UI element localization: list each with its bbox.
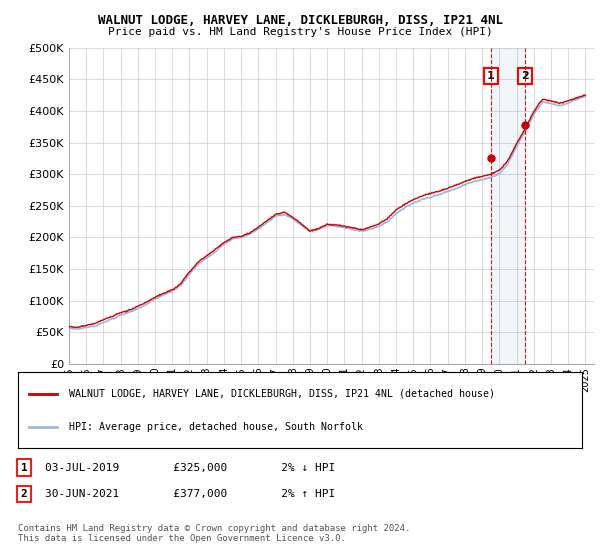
- Text: HPI: Average price, detached house, South Norfolk: HPI: Average price, detached house, Sout…: [69, 422, 363, 432]
- Text: Price paid vs. HM Land Registry's House Price Index (HPI): Price paid vs. HM Land Registry's House …: [107, 27, 493, 37]
- Text: 1: 1: [20, 463, 28, 473]
- Text: Contains HM Land Registry data © Crown copyright and database right 2024.
This d: Contains HM Land Registry data © Crown c…: [18, 524, 410, 543]
- Text: 1: 1: [487, 71, 494, 81]
- Text: 2: 2: [20, 489, 28, 499]
- Text: 30-JUN-2021        £377,000        2% ↑ HPI: 30-JUN-2021 £377,000 2% ↑ HPI: [45, 489, 335, 499]
- Text: WALNUT LODGE, HARVEY LANE, DICKLEBURGH, DISS, IP21 4NL: WALNUT LODGE, HARVEY LANE, DICKLEBURGH, …: [97, 14, 503, 27]
- Bar: [491, 48, 525, 364]
- Text: WALNUT LODGE, HARVEY LANE, DICKLEBURGH, DISS, IP21 4NL (detached house): WALNUT LODGE, HARVEY LANE, DICKLEBURGH, …: [69, 389, 495, 399]
- Text: 2: 2: [521, 71, 529, 81]
- Text: 03-JUL-2019        £325,000        2% ↓ HPI: 03-JUL-2019 £325,000 2% ↓ HPI: [45, 463, 335, 473]
